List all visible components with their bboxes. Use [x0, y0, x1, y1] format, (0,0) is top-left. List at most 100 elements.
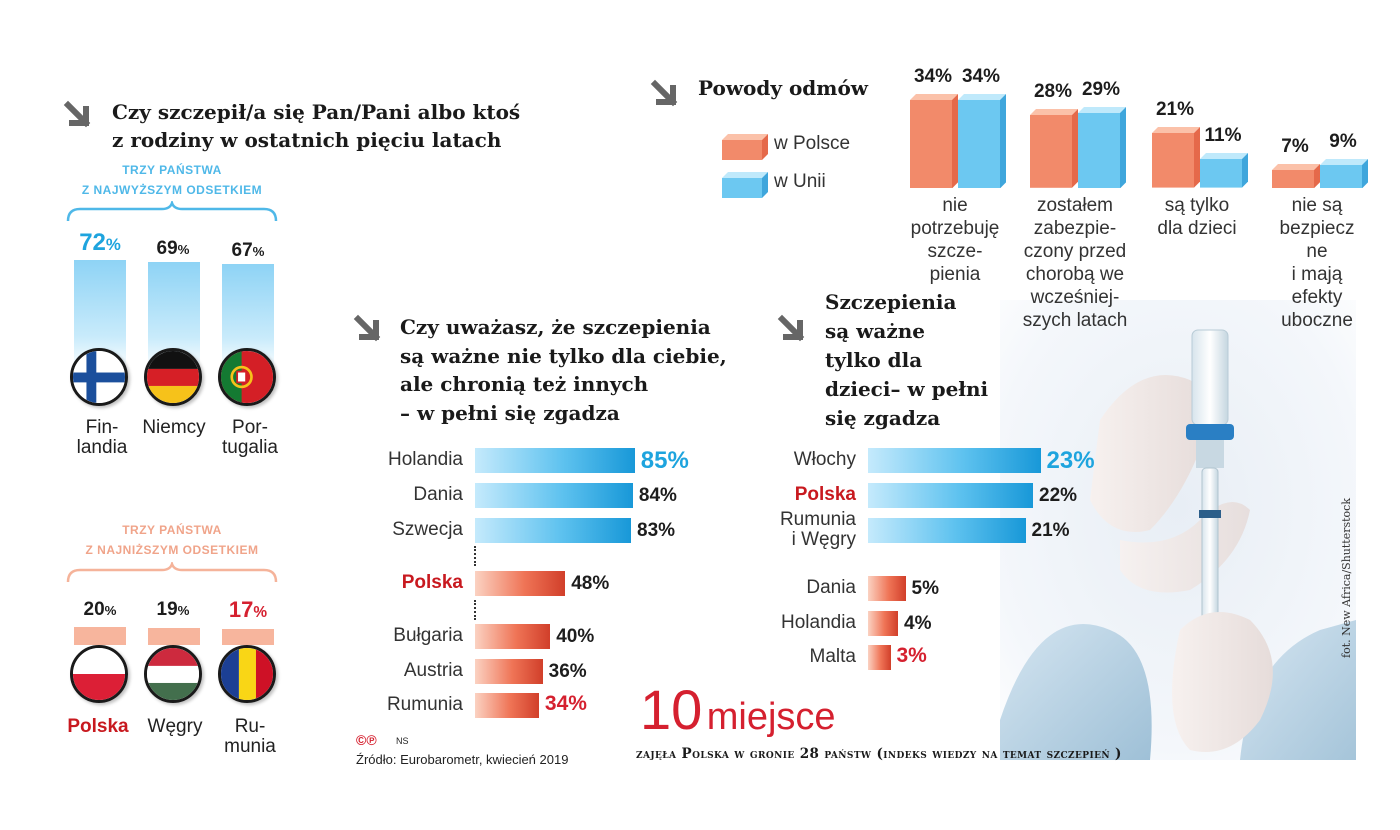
value-austria: 36% [548, 661, 587, 682]
bar-w-unii-0 [958, 93, 1006, 188]
value-dania: 84% [638, 485, 677, 506]
bar-rumunia-i-węgry [868, 518, 1026, 543]
label-holandia: Holandia [388, 449, 463, 470]
reasons-title: Powody odmów [698, 76, 869, 100]
bar-w-unii-3 [1320, 158, 1368, 188]
bar-rumunia [475, 693, 539, 718]
romania-bar [222, 629, 274, 645]
reason-label-3: nie są bezpiecz ne i mają efekty uboczne [1279, 195, 1355, 331]
value-w-polsce-1: 28% [1033, 81, 1073, 103]
value-w-polsce-3: 7% [1281, 135, 1309, 157]
finland-flag-icon [70, 348, 128, 406]
portugal-pct: 67% [231, 240, 265, 261]
hungary-bar [148, 628, 200, 645]
vaccine-photo [1000, 300, 1356, 760]
legend-eu-swatch [722, 172, 768, 203]
bar-bułgaria [475, 624, 551, 649]
photo-credit: fot. New Africa/Shutterstock [1340, 497, 1353, 658]
value-szwecja: 83% [637, 520, 676, 541]
reason-label-2: są tylko dla dzieci [1157, 195, 1237, 239]
value-dania: 5% [911, 578, 939, 599]
germany-pct: 69% [156, 238, 190, 259]
children-title: Szczepienia są ważne tylko dla dzieci– w… [825, 290, 989, 430]
ranking-word: miejsce [706, 696, 836, 738]
arrow-icon [62, 99, 100, 137]
bar-holandia [868, 611, 898, 636]
bar-malta [868, 645, 891, 670]
legend-poland-label: w Polsce [774, 133, 851, 154]
protect-title: Czy uważasz, że szczepienia są ważne nie… [400, 315, 727, 425]
bar-holandia [475, 448, 635, 473]
hungary-flag-icon [144, 645, 202, 703]
portugal-flag-icon [218, 348, 276, 406]
label-polska: Polska [794, 484, 856, 505]
label-holandia: Holandia [781, 612, 856, 633]
value-polska: 48% [571, 573, 610, 594]
hungary-label: Węgry [147, 716, 203, 737]
reason-label-1: zostałem zabezpie- czony przed chorobą w… [1022, 195, 1128, 331]
bar-w-unii-1 [1078, 106, 1126, 188]
copyright-logo: ©℗ [356, 732, 377, 748]
romania-label: Ru- munia [224, 716, 276, 757]
legend-poland-swatch [722, 134, 768, 165]
value-bułgaria: 40% [556, 626, 595, 647]
value-w-unii-2: 11% [1204, 125, 1242, 147]
value-polska: 22% [1039, 485, 1078, 506]
bar-polska [475, 571, 566, 596]
romania-flag-icon [218, 645, 276, 703]
top-caption: TRZY PAŃSTWA Z NAJWYŻSZYM ODSETKIEM [81, 163, 263, 197]
top-brace [66, 201, 278, 222]
value-w-polsce-0: 34% [913, 65, 953, 87]
portugal-label: Por- tugalia [222, 417, 278, 458]
vaccinated-title: Czy szczepił/a się Pan/Pani albo ktoś z … [112, 100, 521, 152]
bar-polska [868, 483, 1033, 508]
label-austria: Austria [403, 660, 463, 681]
finland-pct: 72% [79, 229, 121, 256]
finland-label: Fin- landia [76, 417, 128, 458]
bar-w-polsce-2 [1152, 127, 1200, 188]
low-brace [66, 562, 278, 583]
value-w-unii-3: 9% [1329, 130, 1357, 152]
bar-w-polsce-0 [910, 93, 958, 188]
label-bułgaria: Bułgaria [393, 625, 463, 646]
bar-dania [475, 483, 633, 508]
value-holandia: 85% [640, 447, 689, 474]
dotted-separator [474, 546, 476, 566]
germany-label: Niemcy [142, 417, 206, 438]
label-malta: Malta [809, 646, 856, 667]
poland-pct: 20% [83, 599, 117, 620]
ranking-subtitle: zajęła Polska w gronie 28 państw (indeks… [636, 746, 1122, 762]
ranking-number: 10 [640, 678, 703, 741]
bar-włochy [868, 448, 1041, 473]
bar-w-polsce-1 [1030, 109, 1078, 188]
label-rumunia-i-węgry: Rumunia i Węgry [779, 509, 856, 550]
arrow-icon [649, 78, 687, 116]
label-szwecja: Szwecja [392, 519, 463, 540]
label-polska: Polska [401, 572, 463, 593]
bar-szwecja [475, 518, 632, 543]
label-włochy: Włochy [793, 449, 856, 470]
reason-label-0: nie potrzebuję szcze- pienia [910, 195, 1000, 285]
ranking-headline: 10 miejsce [640, 680, 836, 740]
value-w-polsce-2: 21% [1155, 99, 1195, 121]
label-rumunia: Rumunia [386, 694, 463, 715]
bar-austria [475, 659, 543, 684]
label-dania: Dania [413, 484, 463, 505]
bar-w-polsce-3 [1272, 163, 1320, 188]
source-note: Źródło: Eurobarometr, kwiecień 2019 [356, 752, 569, 767]
legend-eu-label: w Unii [774, 171, 826, 192]
bar-w-unii-2 [1200, 153, 1248, 188]
value-holandia: 4% [904, 613, 932, 634]
poland-bar [74, 627, 126, 645]
poland-flag-icon [70, 645, 128, 703]
arrow-icon [776, 313, 814, 351]
author-initials: NS [396, 736, 409, 746]
dotted-separator [474, 600, 476, 620]
germany-flag-icon [144, 348, 202, 406]
value-rumunia-i-węgry: 21% [1031, 520, 1070, 541]
value-włochy: 23% [1046, 447, 1095, 474]
value-malta: 3% [896, 644, 927, 667]
hungary-pct: 19% [156, 599, 190, 620]
bar-dania [868, 576, 906, 601]
arrow-icon [352, 313, 390, 351]
